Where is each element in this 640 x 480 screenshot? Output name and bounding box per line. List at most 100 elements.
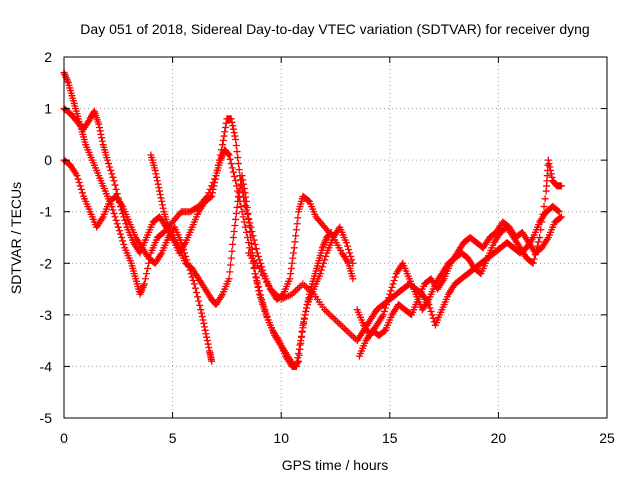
data-point <box>75 178 83 186</box>
data-point <box>112 216 120 224</box>
data-point <box>556 214 564 222</box>
data-point <box>386 290 394 298</box>
data-point <box>342 239 350 247</box>
data-point <box>391 273 399 281</box>
data-point <box>155 184 163 192</box>
data-point <box>222 119 230 127</box>
data-point <box>153 177 161 185</box>
data-point <box>557 182 565 190</box>
data-point <box>380 307 388 315</box>
data-point <box>349 259 357 267</box>
x-tick-label: 0 <box>60 430 68 446</box>
data-point <box>236 197 244 205</box>
data-point <box>326 229 334 237</box>
data-point <box>97 130 105 138</box>
data-point <box>76 182 84 190</box>
data-point <box>108 170 116 178</box>
data-point <box>297 333 305 341</box>
data-point <box>205 344 213 352</box>
data-point <box>232 209 240 217</box>
data-point <box>541 195 549 203</box>
data-point <box>186 266 194 274</box>
data-point <box>235 166 243 174</box>
data-point <box>221 123 229 131</box>
axis-ticks <box>63 56 608 419</box>
data-point <box>234 187 242 195</box>
data-point <box>535 238 543 246</box>
x-tick-label: 20 <box>491 430 507 446</box>
data-point <box>345 246 353 254</box>
data-point <box>103 156 111 164</box>
data-point <box>255 256 263 264</box>
y-tick-label: -3 <box>40 307 53 323</box>
data-point <box>224 150 232 158</box>
y-tick-label: -2 <box>40 255 53 271</box>
data-point <box>302 307 310 315</box>
data-point <box>221 128 229 136</box>
data-point <box>258 295 266 303</box>
data-point <box>240 185 248 193</box>
data-point <box>427 307 435 315</box>
data-point <box>317 266 325 274</box>
data-point <box>254 282 262 290</box>
x-tick-label: 5 <box>169 430 177 446</box>
data-point <box>232 177 240 185</box>
data-point <box>548 173 556 181</box>
data-point <box>191 284 199 292</box>
data-point <box>320 259 328 267</box>
data-point <box>257 291 265 299</box>
data-point <box>259 299 267 307</box>
y-tick-label: 0 <box>44 152 52 168</box>
data-point <box>229 122 237 130</box>
data-point <box>208 192 216 200</box>
data-point <box>544 156 552 164</box>
data-point <box>229 125 237 133</box>
data-point <box>253 249 261 257</box>
x-tick-label: 15 <box>382 430 398 446</box>
data-point <box>188 273 196 281</box>
data-point <box>119 237 127 245</box>
data-point <box>189 276 197 284</box>
data-point <box>237 203 245 211</box>
data-point <box>225 275 233 283</box>
data-point <box>384 297 392 305</box>
data-point <box>347 252 355 260</box>
data-point <box>298 327 306 335</box>
data-point <box>260 302 268 310</box>
data-point <box>238 208 246 216</box>
data-point <box>210 182 218 190</box>
data-point <box>252 274 260 282</box>
data-point <box>226 155 234 163</box>
data-point <box>232 136 240 144</box>
data-point <box>301 311 309 319</box>
data-point <box>246 227 254 235</box>
data-point <box>246 244 254 252</box>
data-point <box>245 239 253 247</box>
data-point <box>156 191 164 199</box>
data-point <box>184 259 192 267</box>
data-point <box>230 129 238 137</box>
data-point <box>152 170 160 178</box>
data-point <box>229 240 237 248</box>
data-point <box>229 168 237 176</box>
x-axis-title: GPS time / hours <box>282 457 389 473</box>
data-point <box>182 252 190 260</box>
data-point <box>232 215 240 223</box>
plot-frame <box>63 56 608 419</box>
data-point <box>299 321 307 329</box>
data-point <box>185 263 193 271</box>
data-point <box>428 311 436 319</box>
data-point <box>77 185 85 193</box>
data-point <box>242 197 250 205</box>
data-point <box>343 242 351 250</box>
data-point <box>199 316 207 324</box>
data-point <box>106 163 114 171</box>
data-point <box>219 141 227 149</box>
y-tick-label: 2 <box>44 49 52 65</box>
data-point <box>388 283 396 291</box>
data-point <box>245 215 253 223</box>
data-point <box>242 193 250 201</box>
data-point <box>287 270 295 278</box>
data-point <box>158 197 166 205</box>
